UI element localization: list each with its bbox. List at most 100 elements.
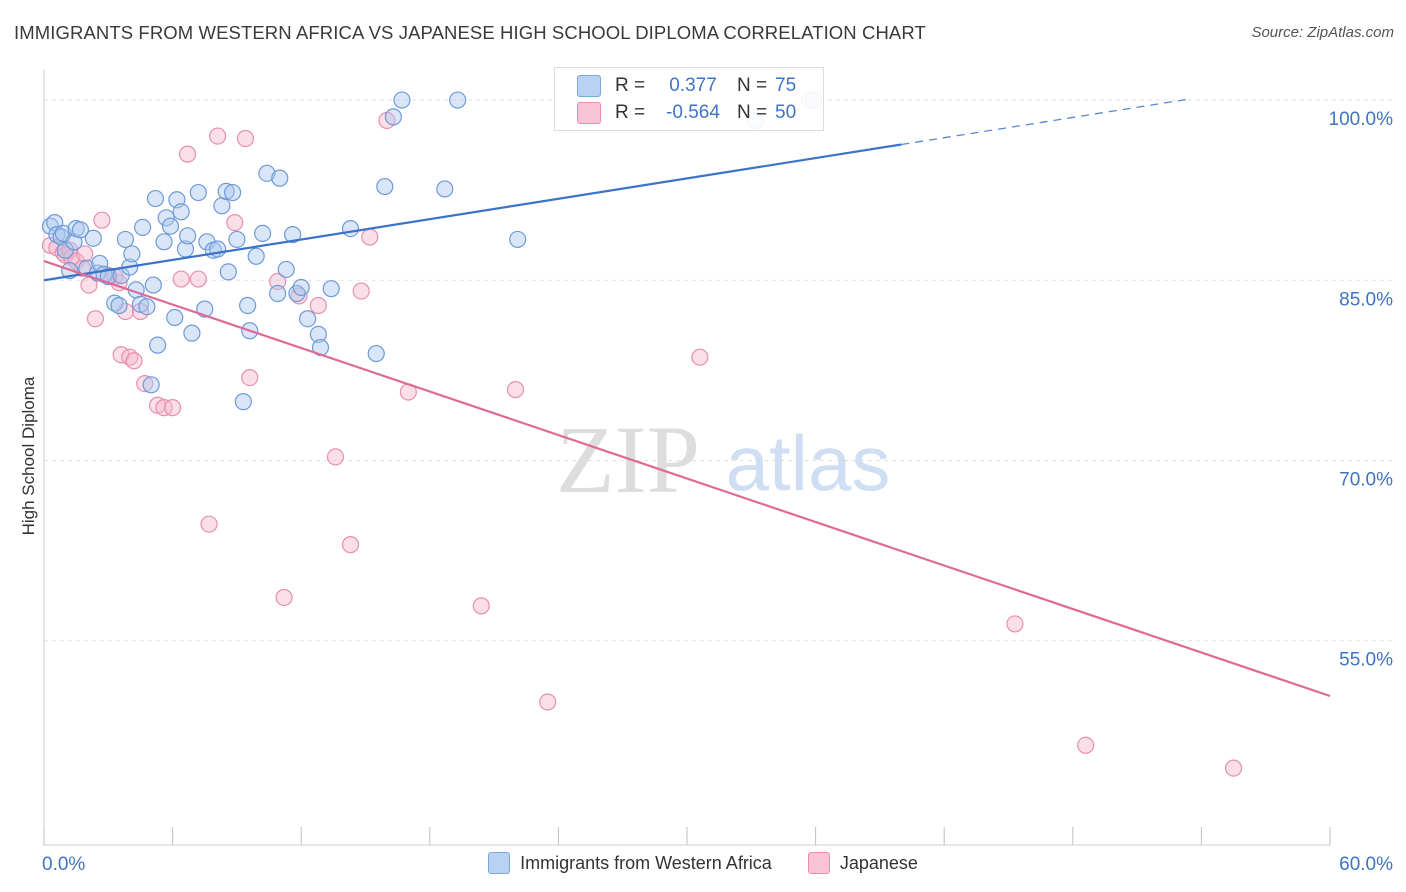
japanese-point	[341, 536, 360, 554]
western-africa-point	[254, 224, 272, 243]
japanese-point	[200, 515, 218, 533]
western-africa-trend-extension	[901, 98, 1191, 146]
japanese-point	[506, 381, 525, 399]
japanese-point	[164, 399, 182, 417]
japanese-point	[269, 272, 287, 291]
western-africa-point	[271, 169, 289, 187]
western-africa-point	[258, 164, 276, 182]
japanese-point	[179, 145, 197, 163]
y-tick-label: 70.0%	[1339, 470, 1393, 491]
series-swatch-pink	[807, 852, 830, 874]
legend-swatch-pink	[577, 102, 601, 124]
western-africa-point	[71, 221, 90, 239]
japanese-point	[1077, 736, 1095, 754]
western-africa-point	[219, 263, 237, 281]
western-africa-point	[84, 229, 102, 247]
western-africa-point	[239, 296, 257, 315]
legend-n-value: 75	[775, 75, 797, 96]
western-africa-point	[284, 226, 302, 244]
japanese-point	[172, 270, 190, 288]
legend-r-label: R =	[615, 75, 646, 96]
western-africa-point	[144, 276, 162, 294]
x-tick-label: 60.0%	[1339, 854, 1393, 875]
western-africa-point	[269, 284, 287, 303]
western-africa-point	[166, 308, 184, 327]
series-legend-japanese[interactable]: Japanese	[807, 852, 918, 874]
japanese-trend-line	[43, 260, 1331, 698]
series-legend-western-africa[interactable]: Immigrants from Western Africa	[488, 852, 772, 874]
western-africa-point	[213, 197, 231, 215]
watermark-atlas: atlas	[726, 419, 891, 507]
y-tick-label: 55.0%	[1339, 650, 1393, 671]
western-africa-point	[116, 230, 135, 249]
western-africa-point	[172, 203, 190, 221]
western-africa-point	[376, 177, 394, 196]
y-tick-label: 85.0%	[1339, 289, 1393, 310]
western-africa-point	[217, 182, 235, 200]
japanese-point	[539, 693, 557, 711]
western-africa-point	[234, 393, 252, 411]
japanese-point	[236, 129, 255, 148]
series-legend: Immigrants from Western Africa Japanese	[0, 852, 1406, 874]
western-africa-point	[436, 180, 454, 198]
western-africa-point	[384, 108, 402, 126]
legend-row-japanese: R = -0.564 N = 50	[577, 100, 796, 126]
western-africa-point	[224, 183, 242, 202]
japanese-point	[125, 352, 143, 370]
japanese-point	[1224, 759, 1243, 777]
legend-r-value: 0.377	[669, 75, 717, 96]
x-tick-label: 0.0%	[42, 854, 85, 875]
western-africa-point	[247, 247, 265, 265]
western-africa-point	[189, 183, 207, 202]
western-africa-point	[292, 278, 310, 297]
japanese-point	[136, 375, 154, 393]
western-africa-point	[146, 189, 165, 208]
western-africa-point	[183, 324, 201, 342]
series-label-japanese: Japanese	[839, 852, 918, 873]
western-africa-point	[161, 217, 180, 235]
japanese-points	[41, 91, 1243, 777]
western-africa-point	[509, 230, 527, 249]
western-africa-point	[228, 230, 246, 249]
japanese-point	[76, 245, 94, 263]
chart-title: IMMIGRANTS FROM WESTERN AFRICA VS JAPANE…	[14, 22, 926, 43]
japanese-point	[352, 282, 370, 300]
western-africa-point	[322, 280, 340, 298]
watermark: ZIP atlas	[556, 406, 890, 513]
legend-row-western-africa: R = 0.377 N = 75	[577, 73, 796, 99]
japanese-point	[189, 270, 207, 288]
japanese-point	[309, 296, 327, 315]
tick-labels: 55.0% 70.0% 85.0% 100.0% 0.0% 60.0%	[42, 109, 1393, 875]
legend-n-label: N =	[737, 102, 768, 123]
legend-r-value: -0.564	[666, 102, 720, 123]
western-africa-point	[277, 260, 295, 279]
western-africa-point	[309, 325, 327, 343]
japanese-point	[361, 228, 379, 246]
correlation-legend: R = 0.377 N = 75 R = -0.564 N = 50	[554, 67, 824, 131]
japanese-point	[691, 348, 709, 366]
western-africa-point	[157, 209, 175, 227]
japanese-point	[209, 127, 227, 145]
legend-n-label: N =	[737, 75, 768, 96]
japanese-point	[472, 597, 490, 615]
japanese-point	[226, 213, 244, 232]
y-tick-label: 100.0%	[1329, 109, 1394, 130]
trend-lines	[43, 98, 1331, 698]
western-africa-point	[133, 218, 152, 237]
japanese-point	[275, 588, 293, 607]
western-africa-point	[299, 310, 317, 328]
western-africa-point	[148, 336, 167, 354]
western-africa-point	[142, 376, 160, 394]
series-swatch-blue	[488, 852, 511, 874]
legend-n-value: 50	[775, 102, 797, 123]
western-africa-point	[179, 227, 197, 245]
western-africa-trend-line	[43, 143, 902, 282]
western-africa-point	[110, 296, 128, 315]
western-africa-point	[393, 91, 411, 109]
axes	[43, 70, 1331, 846]
western-africa-point	[449, 91, 467, 109]
legend-swatch-blue	[577, 75, 601, 97]
japanese-point	[241, 368, 259, 387]
western-africa-point	[123, 245, 141, 263]
